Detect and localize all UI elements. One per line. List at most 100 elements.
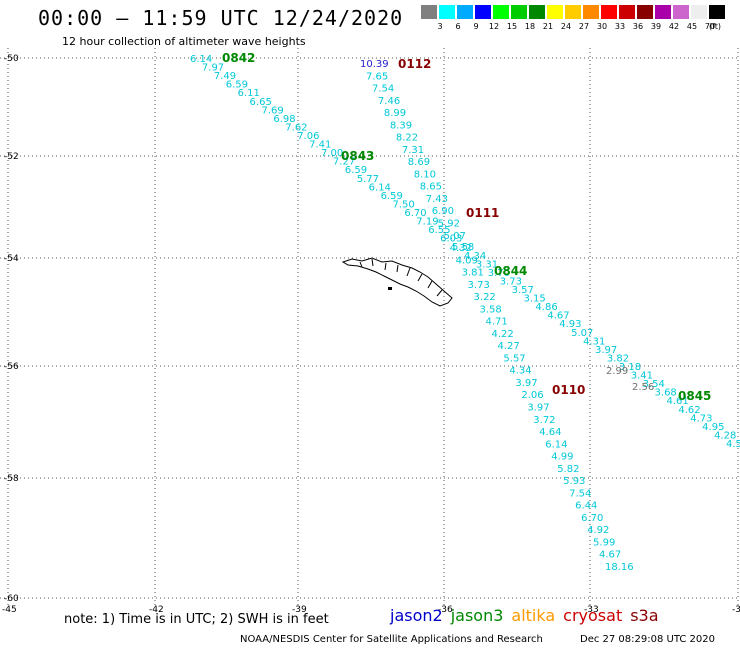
track-b-swh: 4.99 xyxy=(551,452,573,463)
track-b-swh: 6.90 xyxy=(432,206,454,217)
track-b-swh: 4.27 xyxy=(497,341,519,352)
lon-tick-label: -42 xyxy=(149,605,164,615)
legend-label: 36 xyxy=(632,22,644,31)
track-b-swh: 3.58 xyxy=(480,304,502,315)
track-a-swh-gray: 2.56 xyxy=(632,382,654,393)
track-b-swh: 3.97 xyxy=(515,378,537,389)
lon-tick-label: -33 xyxy=(584,605,599,615)
track-a-swh: 6.11 xyxy=(238,88,260,99)
track-a-swh: 7.62 xyxy=(285,122,307,133)
lon-tick-label: -39 xyxy=(292,605,307,615)
track-b-swh: 10.39 xyxy=(360,59,389,70)
track-a-swh: 7.49 xyxy=(214,71,236,82)
credit-line: NOAA/NESDIS Center for Satellite Applica… xyxy=(240,634,543,645)
track-a-swh: 6.70 xyxy=(404,208,426,219)
track-a-swh: 4.31 xyxy=(583,336,605,347)
lat-tick-label: -54 xyxy=(4,254,19,264)
grid-lines xyxy=(0,48,740,606)
lat-tick-label: -50 xyxy=(4,54,19,64)
track-a-swh: 3.31 xyxy=(476,259,498,270)
pass-time-label: 0843 xyxy=(341,149,374,163)
legend-swatch xyxy=(421,5,437,19)
track-a-swh: 4.5 xyxy=(726,439,740,450)
track-b-swh: 4.22 xyxy=(491,329,513,340)
track-a-swh: 4.73 xyxy=(690,413,712,424)
track-b-swh: 5.99 xyxy=(593,537,615,548)
legend-label: 18 xyxy=(524,22,536,31)
track-b-swh: 3.73 xyxy=(468,280,490,291)
satellite-name: jason2 xyxy=(390,606,443,625)
legend-swatch xyxy=(655,5,671,19)
track-b-swh: 4.67 xyxy=(599,550,621,561)
track-b-swh: 7.46 xyxy=(378,96,400,107)
satellite-name: altika xyxy=(511,606,556,625)
track-a-swh: 6.65 xyxy=(250,97,272,108)
legend-label: 12 xyxy=(488,22,500,31)
legend-label: 24 xyxy=(560,22,572,31)
track-a-swh: 4.93 xyxy=(559,319,581,330)
track-a-swh: 7.06 xyxy=(297,131,319,142)
track-b-swh: 8.65 xyxy=(420,182,442,193)
track-a-swh: 4.62 xyxy=(678,405,700,416)
track-a-swh: 6.59 xyxy=(226,80,248,91)
track-a-swh: 6.98 xyxy=(273,114,295,125)
legend-label: 27 xyxy=(578,22,590,31)
track-b-swh: 7.31 xyxy=(402,145,424,156)
track-b-swh: 8.22 xyxy=(396,133,418,144)
legend-swatch xyxy=(601,5,617,19)
legend-swatch xyxy=(475,5,491,19)
legend-swatch xyxy=(673,5,689,19)
track-b-swh: 5.93 xyxy=(563,476,585,487)
track-a-swh: 6.14 xyxy=(190,54,212,65)
legend-swatch xyxy=(439,5,455,19)
legend-swatch xyxy=(547,5,563,19)
track-b-swh: 3.72 xyxy=(533,415,555,426)
legend-label: 45 xyxy=(686,22,698,31)
legend-swatch xyxy=(529,5,545,19)
track-a-swh: 7.41 xyxy=(309,140,331,151)
track-a-swh: 3.54 xyxy=(643,379,665,390)
track-b-swh: 3.22 xyxy=(474,292,496,303)
pass-time-label: 0112 xyxy=(398,57,431,71)
lon-tick-label: -36 xyxy=(438,605,453,615)
track-b-swh: 4.09 xyxy=(456,255,478,266)
track-b-swh: 4.32 xyxy=(450,243,472,254)
track-a-swh: 7.97 xyxy=(202,63,224,74)
track-b-swh: 2.06 xyxy=(521,390,543,401)
legend-label: 39 xyxy=(650,22,662,31)
pass-time-label: 0845 xyxy=(678,389,711,403)
track-b-swh: 4.34 xyxy=(509,366,531,377)
track-a-swh: 6.59 xyxy=(381,191,403,202)
track-a-swh: 3.18 xyxy=(619,362,641,373)
legend-swatch xyxy=(709,5,725,19)
track-a-swh: 3.82 xyxy=(607,353,629,364)
track-a-swh: 3.70 xyxy=(488,268,510,279)
track-b-swh: 7.43 xyxy=(426,194,448,205)
islet xyxy=(388,287,392,290)
pass-time-label: 0111 xyxy=(466,206,499,220)
pass-time-label: 0842 xyxy=(222,51,255,65)
track-b-swh: 5.92 xyxy=(438,218,460,229)
legend-swatch xyxy=(637,5,653,19)
track-a-swh: 6.59 xyxy=(345,165,367,176)
credit-timestamp: Dec 27 08:29:08 UTC 2020 xyxy=(580,634,715,645)
track-a-swh: 5.58 xyxy=(452,242,474,253)
legend-label: 70 xyxy=(704,22,716,31)
track-a-swh: 7.50 xyxy=(392,199,414,210)
track-b-swh: 5.57 xyxy=(503,353,525,364)
track-a-swh-gray: 2.99 xyxy=(606,366,628,377)
south-georgia-island xyxy=(341,257,453,307)
map-title: 00:00 – 11:59 UTC 12/24/2020 xyxy=(38,6,404,30)
altimeter-tracks: 6.147.977.496.596.116.657.696.987.627.06… xyxy=(190,54,740,573)
track-a-swh: 7.00 xyxy=(321,148,343,159)
track-a-swh: 4.86 xyxy=(535,302,557,313)
lat-tick-label: -52 xyxy=(4,152,19,162)
track-a-swh: 5.07 xyxy=(571,328,593,339)
track-b-swh: 18.16 xyxy=(605,562,634,573)
track-a-swh: 4.28 xyxy=(714,430,736,441)
legend-swatch xyxy=(619,5,635,19)
legend-swatch xyxy=(583,5,599,19)
track-a-swh: 4.61 xyxy=(666,396,688,407)
footnote: note: 1) Time is in UTC; 2) SWH is in fe… xyxy=(64,612,329,627)
